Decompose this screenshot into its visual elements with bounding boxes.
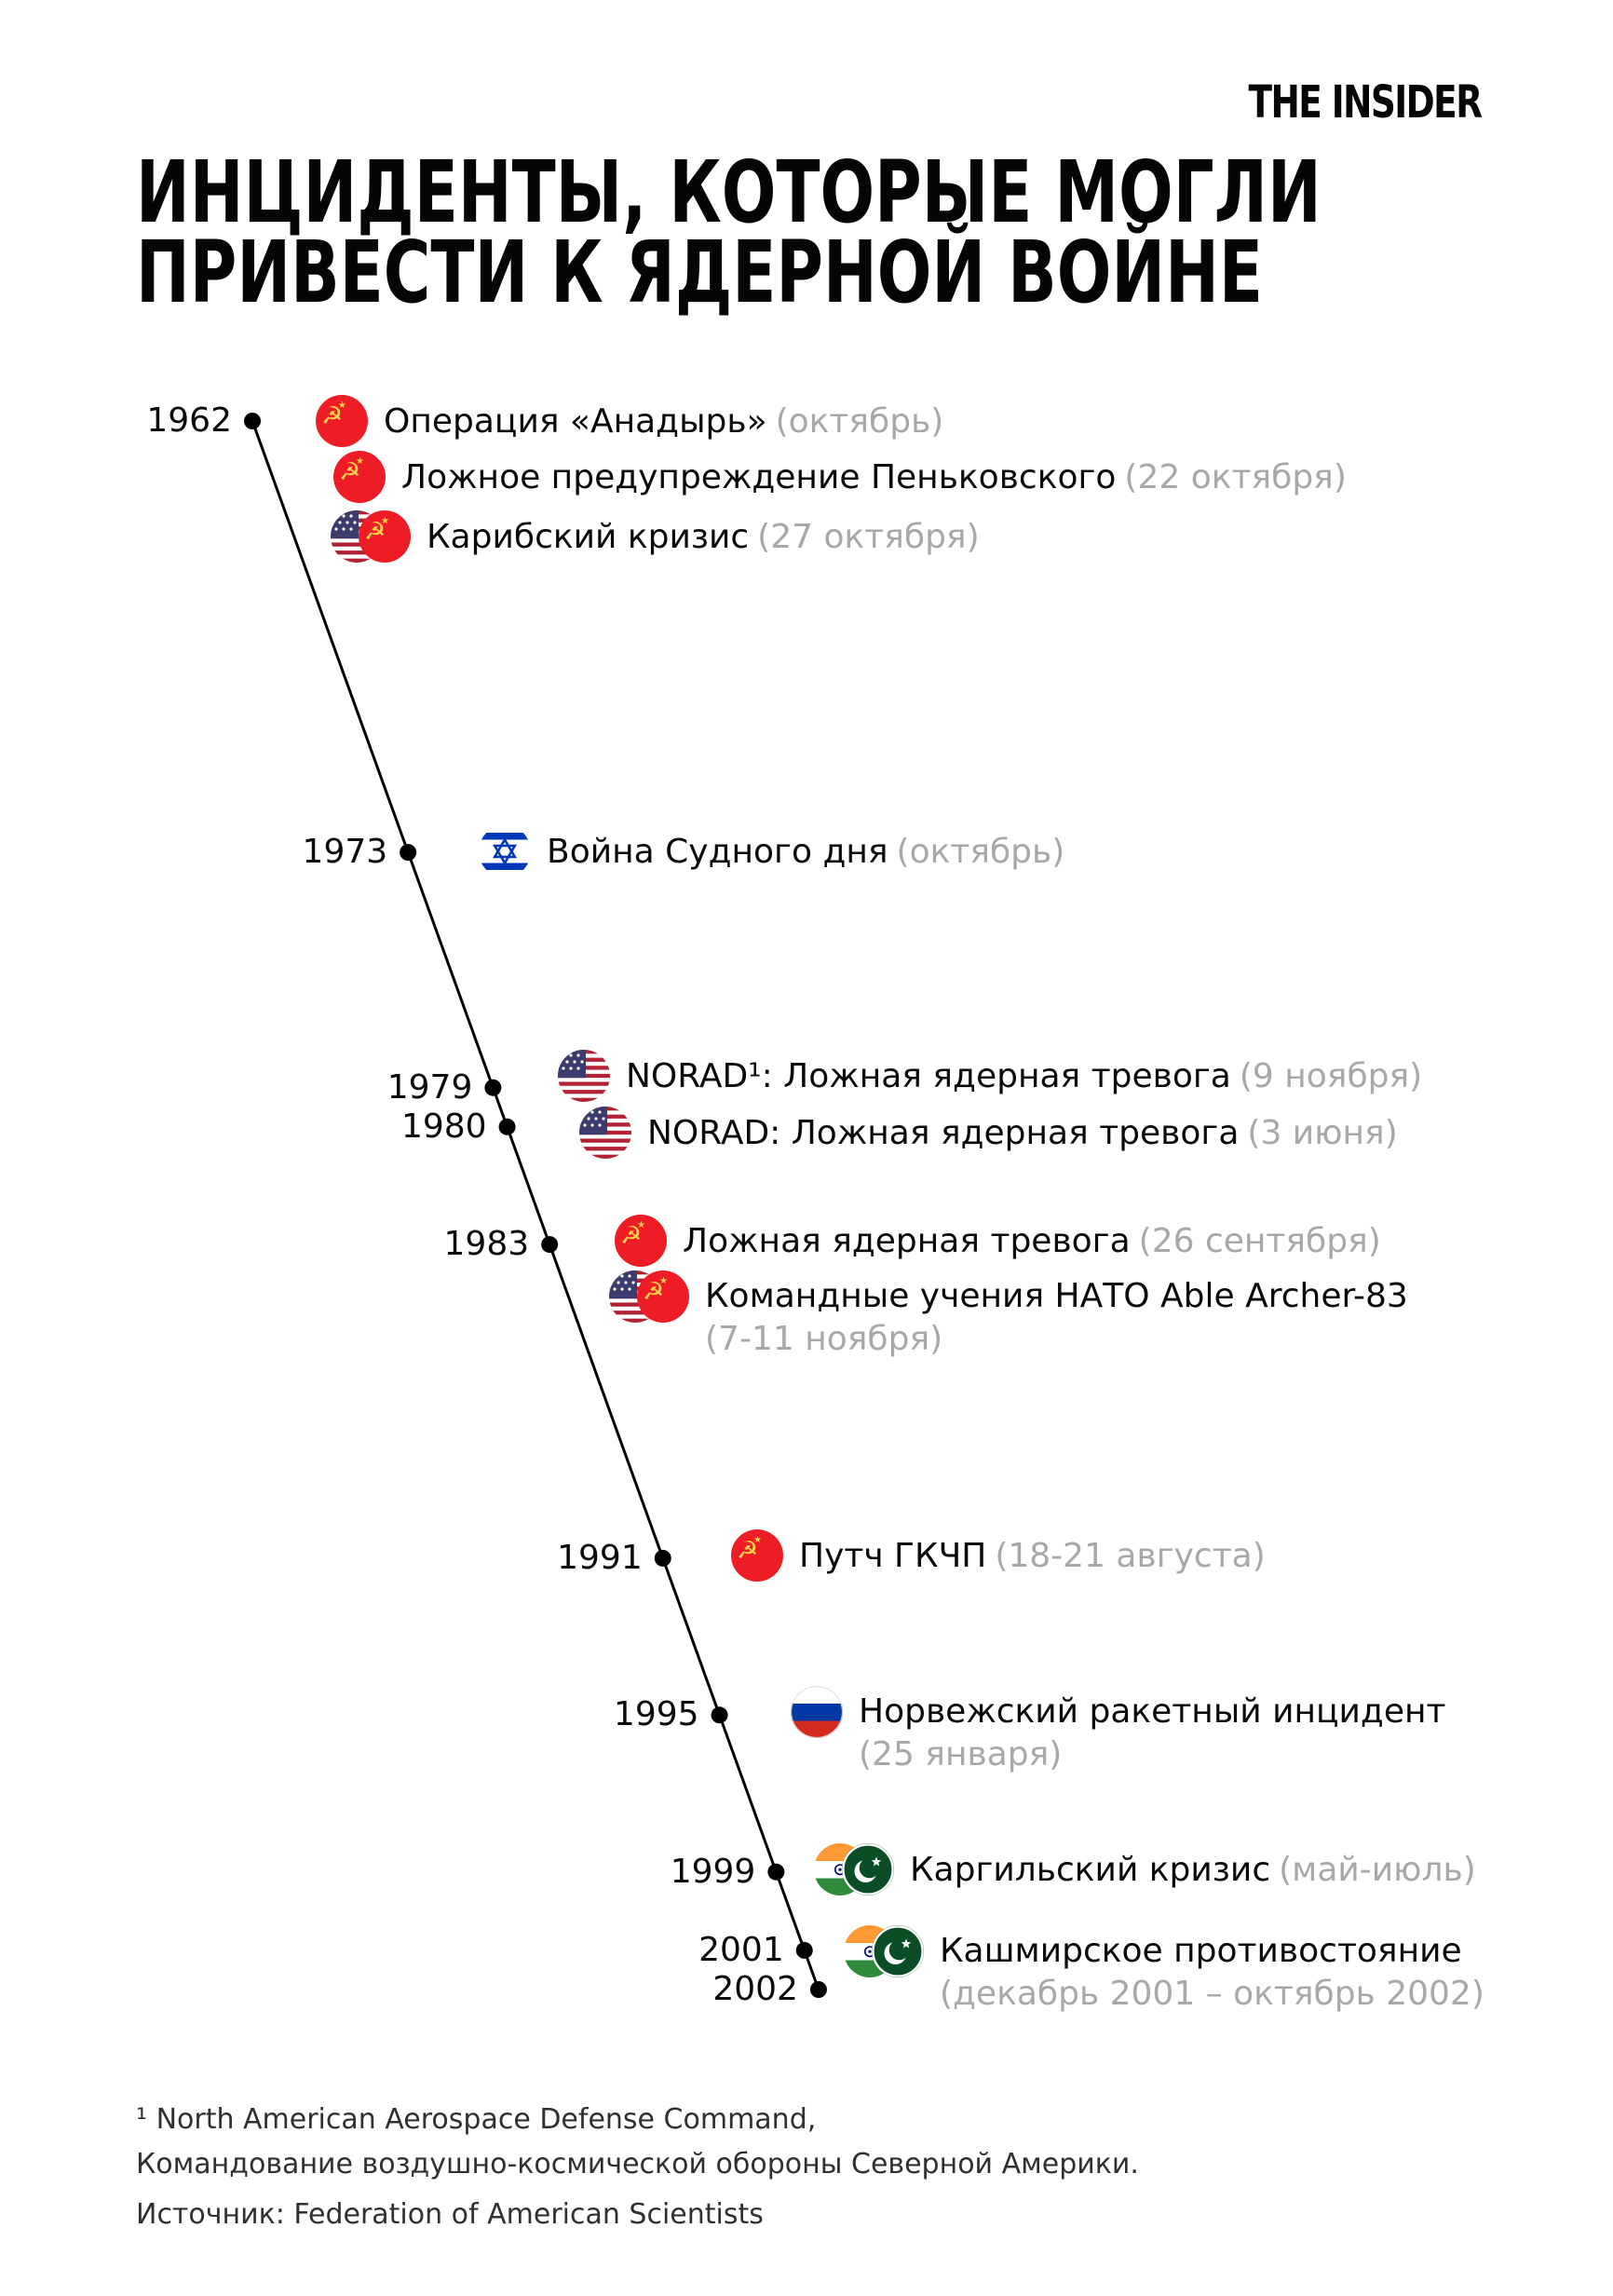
svg-text:☭: ☭	[321, 402, 343, 430]
footer: ¹ North American Aerospace Defense Comma…	[136, 2098, 1139, 2237]
pakistan-flag-icon	[872, 1925, 924, 1977]
year-label-2001: 2001	[698, 1930, 784, 1969]
footnote-line1: ¹ North American Aerospace Defense Comma…	[136, 2103, 817, 2136]
event-row-penkovsky: ☭ ★ Ложное предупреждение Пеньковского (22…	[333, 451, 1347, 503]
usa-flag-icon	[579, 1107, 631, 1159]
year-label-1979: 1979	[386, 1067, 473, 1107]
year-label-1973: 1973	[302, 833, 388, 872]
event-row-false-alarm-1983: ☭ ★ Ложная ядерная тревога (26 сентября)	[615, 1215, 1381, 1267]
event-name: Каргильский кризис	[910, 1850, 1271, 1889]
event-row-cuban-crisis: ☭ ★ Карибский кризис (27 октября)	[331, 510, 980, 563]
timeline-dot-1991	[654, 1549, 671, 1567]
svg-text:★: ★	[637, 1220, 645, 1230]
timeline-line	[251, 420, 820, 1990]
event-name: Операция «Анадырь»	[384, 401, 767, 441]
event-name: Ложное предупреждение Пеньковского	[401, 457, 1117, 496]
year-label-2002: 2002	[712, 1970, 798, 2008]
event-row-yom-kippur: Война Судного дня (октябрь)	[479, 825, 1064, 877]
event-name: Война Судного дня	[547, 832, 888, 871]
timeline-dot-2001	[795, 1941, 813, 1959]
svg-text:☭: ☭	[339, 458, 360, 486]
source-line: Источник: Federation of American Scienti…	[136, 2198, 764, 2231]
year-label-1999: 1999	[670, 1852, 756, 1891]
event-date: (декабрь 2001 – октябрь 2002)	[940, 1975, 1484, 2013]
svg-text:☭: ☭	[643, 1278, 664, 1306]
page-title-line2: ПРИВЕСТИ К ЯДЕРНОЙ ВОЙНЕ	[136, 223, 1264, 322]
publisher-logo: THE INSIDER	[1248, 76, 1483, 129]
event-row-norwegian-rocket: Норвежский ракетный инцидент (25 января)	[791, 1686, 1445, 1776]
timeline-dot-1962	[244, 413, 261, 429]
usa-flag-icon	[609, 1270, 661, 1323]
year-label-1983: 1983	[443, 1225, 530, 1264]
svg-text:★: ★	[356, 456, 364, 467]
event-name: Кашмирское противостояние	[940, 1932, 1462, 1970]
ussr-flag-icon: ☭ ★	[637, 1270, 689, 1323]
event-date: (18-21 августа)	[995, 1536, 1266, 1575]
timeline-dot-1979	[484, 1079, 502, 1096]
israel-flag-icon	[479, 825, 531, 877]
year-label-1991: 1991	[557, 1538, 643, 1577]
russia-flag-icon	[791, 1686, 843, 1738]
event-date: (октябрь)	[896, 832, 1065, 871]
event-row-kargil: Каргильский кризис (май-июль)	[814, 1843, 1476, 1895]
event-row-kashmir: Кашмирское противостояние (декабрь 2001 –…	[844, 1925, 1484, 2016]
timeline-dot-2002	[809, 1981, 827, 1998]
ussr-flag-icon: ☭ ★	[615, 1215, 667, 1267]
year-label-1995: 1995	[613, 1695, 699, 1734]
event-date: (25 января)	[859, 1735, 1063, 1773]
page-title: ИНЦИДЕНТЫ, КОТОРЫЕ МОГЛИ ПРИВЕСТИ К ЯДЕР…	[136, 143, 1613, 322]
event-date: (27 октября)	[757, 517, 980, 556]
svg-text:☭: ☭	[620, 1222, 642, 1250]
timeline-dot-1973	[400, 844, 417, 862]
event-name: Карибский кризис	[427, 517, 750, 556]
event-name: NORAD¹: Ложная ядерная тревога	[626, 1056, 1231, 1095]
ussr-flag-icon: ☭ ★	[731, 1529, 783, 1582]
svg-text:★: ★	[338, 401, 346, 411]
event-date: (май-июль)	[1279, 1850, 1476, 1889]
event-name: NORAD: Ложная ядерная тревога	[647, 1113, 1240, 1152]
india-flag-icon	[814, 1843, 866, 1895]
timeline-dot-1980	[498, 1118, 516, 1135]
svg-text:★: ★	[381, 516, 389, 526]
svg-text:★: ★	[659, 1276, 668, 1286]
event-date: (7-11 ноября)	[705, 1320, 943, 1358]
timeline-dot-1999	[767, 1863, 785, 1881]
event-row-anadyr: ☭ ★ Операция «Анадырь» (октябрь)	[316, 395, 943, 447]
year-label-1980: 1980	[400, 1107, 487, 1146]
ussr-flag-icon: ☭ ★	[316, 395, 368, 447]
svg-text:☭: ☭	[364, 518, 386, 546]
event-row-norad-1980: NORAD: Ложная ядерная тревога (3 июня)	[579, 1107, 1398, 1159]
year-label-1962: 1962	[146, 401, 232, 440]
usa-flag-icon	[331, 510, 383, 563]
usa-flag-icon	[558, 1050, 610, 1102]
event-date: (3 июня)	[1247, 1113, 1398, 1152]
ussr-flag-icon: ☭ ★	[359, 510, 411, 563]
event-name: Путч ГКЧП	[799, 1536, 987, 1575]
event-date: (22 октября)	[1124, 457, 1347, 496]
event-row-gkchp: ☭ ★ Путч ГКЧП (18-21 августа)	[731, 1529, 1266, 1582]
page-title-line1: ИНЦИДЕНТЫ, КОТОРЫЕ МОГЛИ	[136, 143, 1322, 242]
event-date: (9 ноября)	[1239, 1056, 1423, 1095]
pakistan-flag-icon	[842, 1843, 894, 1895]
ussr-flag-icon: ☭ ★	[333, 451, 386, 503]
event-name: Командные учения НАТО Able Archer-83	[705, 1277, 1408, 1315]
event-row-able-archer: ☭ ★ Командные учения НАТО Able Archer-83 (…	[609, 1270, 1408, 1361]
event-date: (октябрь)	[775, 401, 944, 441]
event-name: Норвежский ракетный инцидент	[859, 1692, 1446, 1731]
event-row-norad-1979: NORAD¹: Ложная ядерная тревога (9 ноября)	[558, 1050, 1422, 1102]
svg-text:★: ★	[753, 1535, 762, 1545]
footnote-line2: Командование воздушно-космической оборон…	[136, 2148, 1139, 2181]
event-date: (26 сентября)	[1138, 1221, 1381, 1260]
event-name: Ложная ядерная тревога	[683, 1221, 1131, 1260]
timeline-dot-1983	[541, 1236, 559, 1254]
svg-text:☭: ☭	[737, 1537, 758, 1565]
timeline-dot-1995	[711, 1706, 728, 1724]
